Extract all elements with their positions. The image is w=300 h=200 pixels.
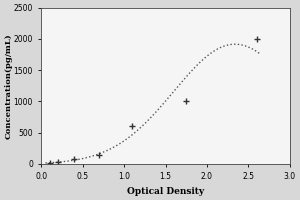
Y-axis label: Concentration(pg/mL): Concentration(pg/mL) — [4, 33, 12, 139]
X-axis label: Optical Density: Optical Density — [127, 187, 204, 196]
